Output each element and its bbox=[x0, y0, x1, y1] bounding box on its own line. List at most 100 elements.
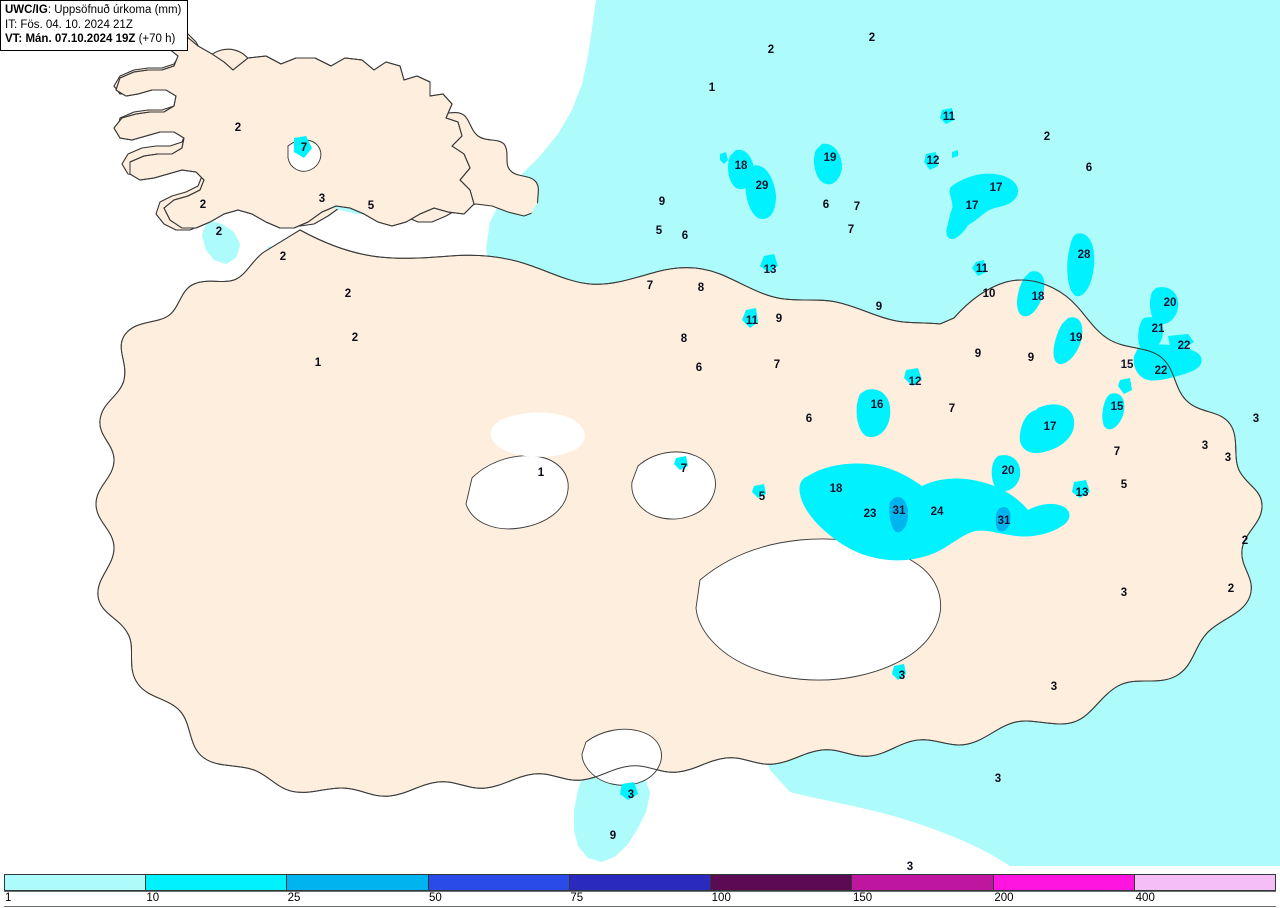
blob-13-east bbox=[1072, 480, 1090, 498]
precip-value-label: 20 bbox=[1001, 465, 1015, 477]
blob-tiny-n2 bbox=[952, 150, 958, 158]
precip-value-label: 19 bbox=[823, 152, 837, 164]
precip-value-label: 3 bbox=[318, 193, 326, 205]
precip-value-label: 24 bbox=[930, 506, 944, 518]
valid-time-lead: (+70 h) bbox=[135, 33, 176, 46]
precip-value-label: 6 bbox=[695, 362, 703, 374]
precip-value-label: 1 bbox=[537, 467, 545, 479]
glacier-layer bbox=[287, 139, 942, 786]
blob-22-ne bbox=[1133, 344, 1202, 381]
blob-tiny-n1 bbox=[720, 152, 728, 164]
precip-value-label: 22 bbox=[1177, 340, 1191, 352]
colorbar-tick-label: 400 bbox=[1135, 892, 1155, 904]
colorbar-tick-label: 25 bbox=[287, 892, 301, 904]
colorbar-top-rule bbox=[4, 891, 1276, 892]
precip-value-label: 2 bbox=[344, 288, 352, 300]
blob-12-central bbox=[904, 368, 922, 386]
precip-value-label: 3 bbox=[1050, 681, 1058, 693]
precip-value-label: 7 bbox=[300, 142, 308, 154]
precip-value-label: 3 bbox=[1224, 452, 1232, 464]
colorbar-segment bbox=[852, 875, 994, 890]
westfjords bbox=[113, 23, 475, 229]
colorbar-segment bbox=[428, 875, 570, 890]
precip-value-label: 31 bbox=[997, 515, 1011, 527]
precip-value-label: 1 bbox=[314, 357, 322, 369]
precip-value-label: 3 bbox=[1120, 587, 1128, 599]
colorbar-tick-label: 10 bbox=[146, 892, 160, 904]
precip-value-label: 5 bbox=[1120, 479, 1128, 491]
blob-20-ne bbox=[1150, 287, 1179, 325]
precip-value-label: 15 bbox=[1120, 359, 1134, 371]
blob-20-se bbox=[991, 455, 1021, 492]
precip-value-label: 20 bbox=[1163, 297, 1177, 309]
precip-value-label: 17 bbox=[1043, 421, 1057, 433]
blob-19-east bbox=[1053, 317, 1083, 364]
precip-value-label: 17 bbox=[989, 182, 1003, 194]
blob-29-north bbox=[745, 165, 776, 220]
precip-value-label: 7 bbox=[773, 359, 781, 371]
precip-value-label: 3 bbox=[994, 773, 1002, 785]
precip-value-label: 2 bbox=[868, 32, 876, 44]
blob-7-dot-nw bbox=[294, 136, 312, 158]
precip-value-label: 9 bbox=[658, 196, 666, 208]
precip-value-label: 2 bbox=[234, 122, 242, 134]
precip-value-label: 7 bbox=[853, 201, 861, 213]
precip-value-label: 2 bbox=[1227, 583, 1235, 595]
colorbar-tick-label: 150 bbox=[853, 892, 873, 904]
precip-value-label: 7 bbox=[646, 280, 654, 292]
colorbar-segments bbox=[4, 874, 1276, 891]
colorbar: 1 10 25 50 75 100 150 200 400 bbox=[0, 866, 1280, 908]
precip-value-label: 12 bbox=[926, 155, 940, 167]
map-info-box: UWC/IG: Uppsöfnuð úrkoma (mm) IT: Fös. 0… bbox=[0, 0, 189, 52]
precip-value-label: 3 bbox=[1252, 413, 1260, 425]
precip-value-label: 13 bbox=[1075, 487, 1089, 499]
precip-value-label: 7 bbox=[680, 463, 688, 475]
precip-value-label: 6 bbox=[1085, 162, 1093, 174]
core-31b-azure bbox=[995, 506, 1011, 532]
coastline-main bbox=[95, 229, 1263, 797]
colorbar-tick-label: 1 bbox=[5, 892, 12, 904]
map-render bbox=[95, 8, 1278, 860]
colorbar-segment bbox=[993, 875, 1135, 890]
blob-28 bbox=[1067, 233, 1095, 297]
valid-time-label: VT: Mán. 07.10.2024 19Z bbox=[5, 33, 136, 46]
blob-3-dot-south bbox=[620, 782, 638, 800]
precip-value-label: 7 bbox=[847, 224, 855, 236]
precip-value-label: 2 bbox=[215, 226, 223, 238]
precip-value-label: 2 bbox=[1043, 131, 1051, 143]
precip-value-label: 6 bbox=[681, 230, 689, 242]
precip-value-label: 2 bbox=[767, 44, 775, 56]
precip-value-label: 2 bbox=[1241, 535, 1249, 547]
colorbar-tick-labels: 1 10 25 50 75 100 150 200 400 bbox=[4, 892, 1276, 906]
precip-value-label: 3 bbox=[898, 670, 906, 682]
colorbar-segment bbox=[146, 875, 288, 890]
precip-value-label: 8 bbox=[680, 333, 688, 345]
blob-3-dot-se bbox=[892, 664, 906, 680]
precip-value-label: 9 bbox=[875, 301, 883, 313]
precip-value-label: 12 bbox=[908, 376, 922, 388]
precip-value-label: 18 bbox=[829, 483, 843, 495]
parameter-label: : Uppsöfnuð úrkoma (mm) bbox=[47, 4, 182, 16]
precip-value-label: 17 bbox=[965, 200, 979, 212]
precip-value-label: 3 bbox=[906, 861, 914, 873]
glacier-hofsjokull bbox=[631, 451, 716, 520]
precip-value-label: 2 bbox=[351, 332, 359, 344]
glacier-langjokull bbox=[465, 455, 569, 530]
blob-21-ne bbox=[1138, 317, 1164, 352]
precip-value-label: 6 bbox=[822, 199, 830, 211]
precip-value-label: 2 bbox=[279, 251, 287, 263]
precip-value-label: 9 bbox=[775, 313, 783, 325]
precip-value-label: 7 bbox=[1113, 446, 1121, 458]
core-31-azure bbox=[889, 496, 908, 533]
colorbar-tick-label: 200 bbox=[994, 892, 1014, 904]
precip-value-label: 1 bbox=[708, 82, 716, 94]
blob-5-dot bbox=[752, 484, 766, 498]
precip-value-label: 11 bbox=[975, 263, 989, 275]
blob-16-central bbox=[856, 389, 891, 438]
blob-15b-east bbox=[1118, 378, 1132, 394]
precip-value-label: 9 bbox=[609, 830, 617, 842]
precip-value-label: 15 bbox=[1110, 401, 1124, 413]
precip-value-label: 9 bbox=[1027, 352, 1035, 364]
info-line-init-time: IT: Fös. 04. 10. 2024 21Z bbox=[5, 18, 133, 31]
precip-value-label: 13 bbox=[763, 264, 777, 276]
